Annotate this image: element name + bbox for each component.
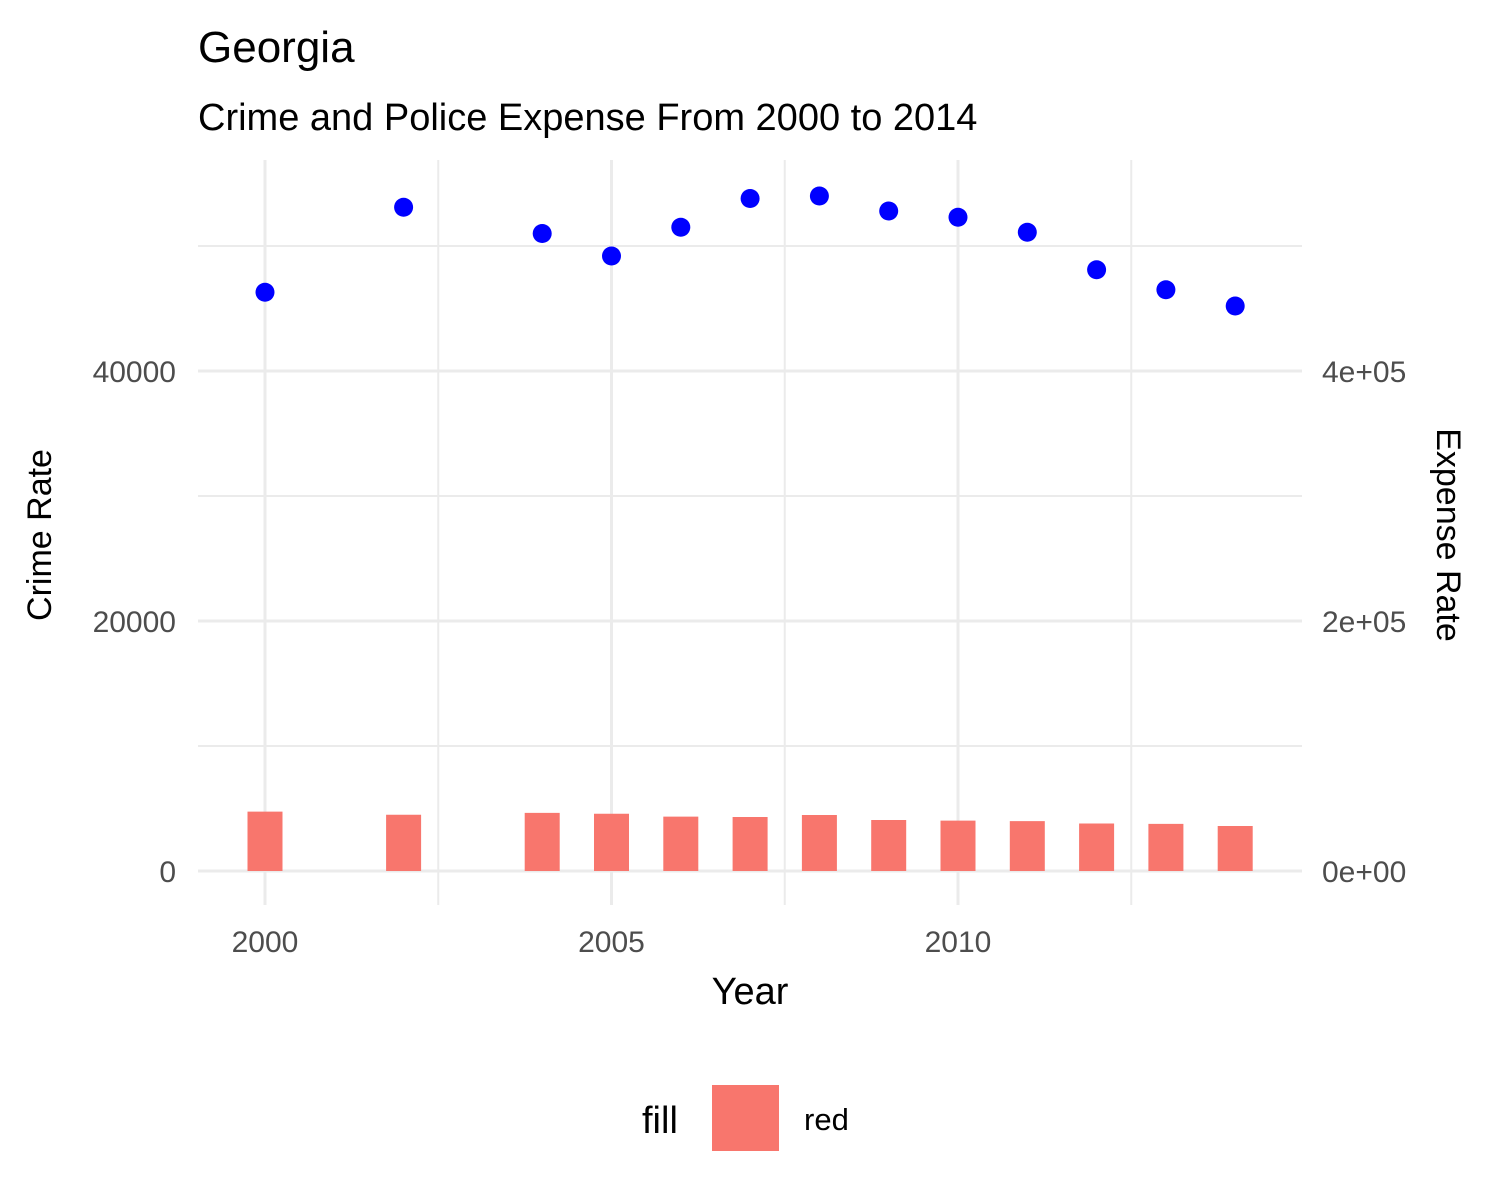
expense-rate-point	[394, 197, 414, 217]
crime-rate-bar	[386, 814, 422, 871]
crime-rate-bar	[594, 813, 629, 871]
crime-rate-bar	[524, 812, 560, 871]
right-y-tick-label: 2e+05	[1322, 606, 1406, 639]
crime-rate-bar	[801, 815, 837, 871]
crime-rate-bar	[1009, 821, 1045, 871]
left-y-tick-label: 20000	[93, 606, 176, 639]
right-y-tick-label: 4e+05	[1322, 356, 1406, 389]
crime-rate-bar	[1148, 823, 1184, 871]
expense-rate-point	[809, 186, 829, 206]
expense-rate-point	[532, 224, 552, 243]
expense-rate-point	[1017, 222, 1037, 242]
chart-subtitle: Crime and Police Expense From 2000 to 20…	[198, 97, 977, 139]
expense-rate-points	[255, 186, 1245, 316]
expense-rate-point	[740, 189, 760, 208]
legend-swatch-red	[712, 1085, 779, 1151]
x-axis-ticks: 2000 2005 2010	[232, 926, 992, 959]
expense-rate-point	[1156, 280, 1176, 300]
x-axis-title: Year	[712, 971, 789, 1013]
crime-rate-bar	[247, 811, 283, 871]
crime-rate-bar	[732, 817, 768, 871]
left-y-tick-label: 0	[159, 856, 176, 889]
legend-label: red	[804, 1102, 849, 1137]
gridlines	[198, 160, 1302, 905]
crime-rate-bar	[1079, 823, 1115, 871]
expense-rate-point	[255, 282, 275, 302]
right-y-axis-title: Expense Rate	[1429, 428, 1467, 642]
x-tick-label: 2000	[232, 926, 299, 959]
crime-rate-bar	[871, 820, 907, 871]
chart-title: Georgia	[198, 23, 355, 72]
right-y-axis-ticks: 0e+00 2e+05 4e+05	[1322, 356, 1406, 889]
legend-title: fill	[642, 1100, 678, 1142]
crime-rate-bars	[247, 811, 1253, 871]
right-y-tick-label: 0e+00	[1322, 856, 1406, 889]
expense-rate-point	[671, 217, 691, 237]
crime-rate-bar	[1217, 826, 1253, 871]
expense-rate-point	[948, 207, 968, 227]
left-y-axis-title: Crime Rate	[21, 449, 59, 621]
expense-rate-point	[1225, 296, 1245, 316]
expense-rate-point	[602, 246, 621, 266]
crime-rate-bar	[940, 820, 976, 871]
crime-rate-bar	[663, 816, 699, 871]
left-y-axis-ticks: 0 20000 40000	[93, 356, 176, 889]
x-tick-label: 2010	[925, 926, 992, 959]
x-tick-label: 2005	[578, 926, 645, 959]
expense-rate-point	[1087, 260, 1107, 280]
left-y-tick-label: 40000	[93, 356, 176, 389]
expense-rate-point	[879, 201, 899, 221]
legend: fill red	[642, 1085, 849, 1151]
